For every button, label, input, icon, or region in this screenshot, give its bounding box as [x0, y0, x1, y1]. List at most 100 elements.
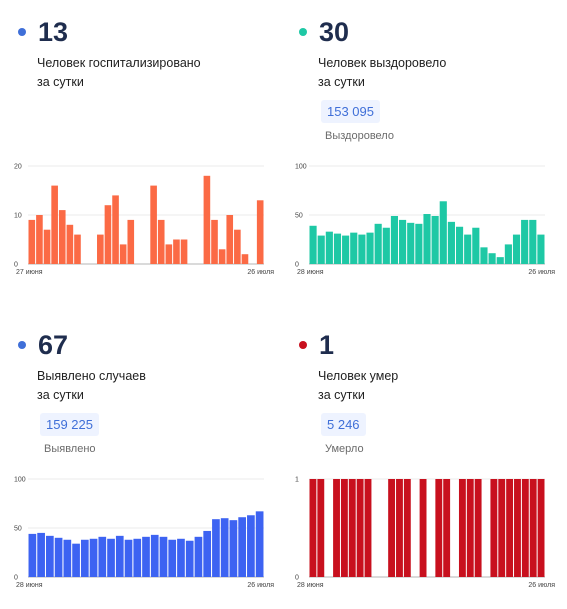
bar: [325, 231, 333, 264]
bar: [159, 536, 168, 577]
y-tick-label: 100: [295, 164, 307, 171]
bar: [443, 479, 451, 577]
bar: [185, 540, 194, 577]
y-tick-label: 1: [295, 477, 299, 484]
bar: [464, 234, 472, 264]
bar: [512, 234, 521, 264]
detected-dot-icon: [18, 341, 26, 349]
hospitalized-chart: 0 10 20 27 июня 26 июля: [14, 164, 274, 277]
recovered-panel: 30 Человек выздоровело за сутки 153 095 …: [291, 6, 561, 296]
bar: [165, 244, 173, 264]
hospitalized-dot-icon: [18, 28, 26, 36]
bar: [514, 479, 521, 577]
bar: [211, 219, 218, 264]
bar: [89, 538, 98, 577]
bar: [488, 253, 496, 264]
bar: [415, 223, 423, 264]
bar: [256, 200, 264, 264]
bar: [28, 533, 37, 577]
x-start-label: 28 июня: [297, 269, 324, 276]
bar: [58, 210, 66, 264]
y-tick-label: 0: [14, 575, 18, 582]
bar: [439, 201, 447, 264]
y-tick-label: 10: [14, 213, 22, 220]
bar: [521, 219, 529, 264]
bar: [150, 185, 157, 264]
bar: [80, 539, 89, 577]
hospitalized-headline: 13: [18, 12, 68, 52]
bar: [212, 519, 220, 577]
bar: [309, 225, 317, 264]
bar: [226, 215, 234, 264]
x-start-label: 27 июня: [16, 269, 43, 276]
bar: [431, 215, 439, 264]
bar: [180, 239, 188, 264]
bar: [142, 536, 150, 577]
recovered-headline: 30: [299, 12, 349, 52]
x-start-label: 28 июня: [297, 582, 324, 589]
bar: [115, 535, 124, 577]
bar: [333, 479, 340, 577]
detected-headline: 67: [18, 325, 68, 365]
bar: [537, 234, 545, 264]
bar: [234, 229, 241, 264]
bar: [390, 215, 399, 264]
bar: [112, 195, 119, 264]
bar: [255, 511, 264, 577]
y-tick-label: 20: [14, 164, 22, 171]
bar: [466, 479, 474, 577]
deaths-description: Человек умер за сутки: [318, 367, 548, 405]
y-tick-label: 50: [14, 526, 22, 533]
bar: [498, 479, 506, 577]
bar: [220, 518, 229, 577]
bar: [173, 239, 180, 264]
bar: [229, 520, 238, 577]
bar: [366, 232, 374, 264]
hospitalized-panel: 13 Человек госпитализировано за сутки 0 1…: [10, 6, 280, 296]
bar: [348, 479, 356, 577]
bar: [358, 234, 366, 264]
bar: [54, 537, 63, 577]
bar: [356, 479, 364, 577]
bar: [382, 227, 390, 264]
recovered-desc-line2: за сутки: [318, 75, 365, 89]
x-start-label: 28 июня: [16, 582, 43, 589]
bar: [472, 227, 480, 264]
bar: [496, 257, 504, 264]
bar: [150, 534, 159, 577]
y-tick-label: 50: [295, 213, 303, 220]
bar: [203, 175, 211, 264]
recovered-total-pill: 153 095: [321, 100, 380, 123]
y-tick-label: 0: [295, 262, 299, 269]
deaths-desc-line2: за сутки: [318, 388, 365, 402]
bar: [97, 234, 104, 264]
bar: [203, 530, 212, 577]
bar: [119, 244, 127, 264]
bar: [107, 538, 115, 577]
bar: [43, 229, 51, 264]
detected-desc-line1: Выявлено случаев: [37, 369, 146, 383]
bar: [529, 479, 537, 577]
detected-total-label: Выявлено: [44, 443, 96, 455]
deaths-total-pill: 5 246: [321, 413, 366, 436]
deaths-panel: 1 Человек умер за сутки 5 246 Умерло 0 1 2…: [291, 319, 561, 609]
bar: [399, 219, 407, 264]
bar: [529, 219, 537, 264]
bar: [474, 479, 482, 577]
bar: [504, 244, 512, 264]
bar: [66, 224, 74, 264]
bar: [168, 539, 177, 577]
detected-total-pill: 159 225: [40, 413, 99, 436]
bar: [51, 185, 58, 264]
x-end-label: 26 июля: [528, 582, 555, 589]
hospitalized-count: 13: [38, 16, 69, 47]
bar: [194, 536, 203, 577]
deaths-dot-icon: [299, 341, 307, 349]
bar: [419, 479, 427, 577]
bar: [309, 479, 317, 577]
bar: [72, 543, 80, 577]
deaths-headline: 1: [299, 325, 334, 365]
bar: [127, 219, 135, 264]
bar: [98, 536, 107, 577]
bar: [458, 479, 466, 577]
